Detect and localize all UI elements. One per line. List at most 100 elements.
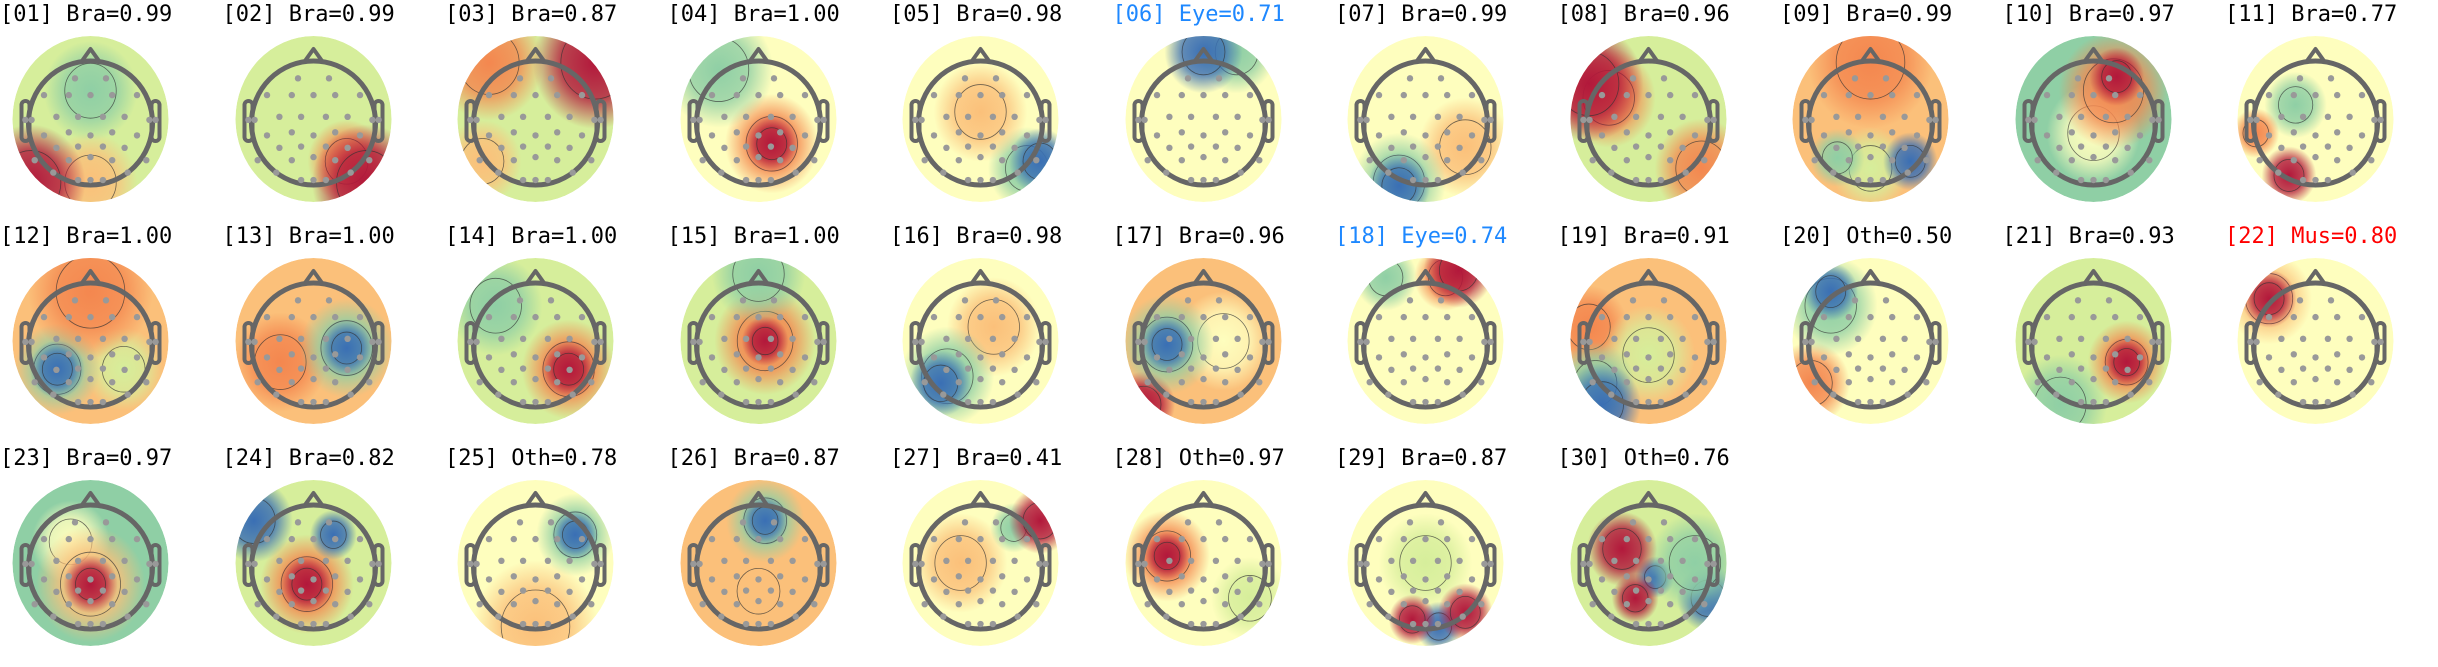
- electrode: [1854, 365, 1862, 372]
- electrode: [485, 576, 493, 583]
- electrode: [510, 573, 517, 580]
- electrode: [754, 176, 762, 184]
- electrode: [263, 91, 270, 99]
- electrode: [2111, 379, 2118, 386]
- field-blob: [1139, 315, 1194, 374]
- electrode: [733, 573, 740, 580]
- electrode: [322, 587, 329, 594]
- electrode: [1264, 116, 1272, 124]
- electrode: [699, 601, 706, 608]
- electrode: [943, 588, 950, 595]
- field-blob: [43, 40, 138, 141]
- electrode: [588, 601, 595, 608]
- electrode: [485, 354, 493, 361]
- electrode: [1134, 560, 1142, 568]
- electrode: [1400, 351, 1407, 358]
- electrode: [788, 113, 796, 121]
- electrode: [1134, 116, 1142, 124]
- electrode: [2296, 297, 2304, 304]
- electrode: [733, 379, 740, 386]
- electrode: [918, 116, 925, 124]
- contour-line: [469, 277, 522, 334]
- contour-line: [41, 352, 73, 386]
- electrode: [964, 113, 972, 121]
- electrode: [2327, 75, 2335, 82]
- field-blob: [1882, 132, 1938, 191]
- electrode: [1165, 144, 1173, 151]
- electrode: [1199, 620, 1207, 628]
- electrode: [1691, 91, 1698, 99]
- electrode: [2148, 116, 2156, 124]
- component-18: [18] Eye=0.74: [1335, 222, 1560, 444]
- electrode: [1644, 176, 1652, 184]
- electrode: [87, 535, 94, 543]
- electrode: [1215, 297, 1222, 304]
- electrode: [2089, 354, 2097, 361]
- electrode: [1221, 351, 1228, 358]
- electrode: [588, 379, 595, 386]
- contour-line: [1181, 36, 1225, 76]
- topomap: [457, 258, 614, 424]
- electrode: [146, 116, 153, 124]
- electrode: [1703, 338, 1711, 346]
- electrode: [708, 576, 715, 583]
- electrode: [767, 398, 774, 406]
- electrode: [467, 338, 474, 346]
- electrode: [2089, 91, 2097, 99]
- electrode: [1923, 157, 1930, 164]
- electrode: [87, 176, 94, 184]
- electrode: [2296, 75, 2304, 82]
- electrode: [309, 354, 317, 361]
- electrode: [65, 379, 72, 386]
- electrode: [1889, 157, 1896, 164]
- electrode: [1629, 297, 1636, 304]
- electrode: [566, 113, 573, 121]
- electrode: [1811, 157, 1818, 164]
- field-blob: [933, 62, 1028, 162]
- electrode: [1913, 132, 1921, 139]
- electrode: [152, 116, 159, 124]
- electrode: [544, 557, 552, 564]
- electrode: [331, 601, 338, 608]
- electrode: [689, 338, 697, 346]
- electrode: [1385, 391, 1392, 398]
- component-30: [30] Oth=0.76: [1558, 444, 1783, 666]
- electrode: [578, 91, 586, 99]
- electrode: [1375, 576, 1383, 583]
- component-title: [11] Bra=0.77: [2225, 2, 2398, 27]
- electrode: [989, 176, 997, 184]
- electrode: [1456, 557, 1463, 564]
- electrode: [322, 365, 329, 372]
- electrode: [532, 313, 539, 321]
- field-blob: [1570, 36, 1643, 142]
- electrode: [2030, 116, 2038, 124]
- electrode: [65, 601, 72, 608]
- electrode: [74, 620, 82, 628]
- electrode: [964, 587, 972, 594]
- electrode: [1409, 335, 1417, 342]
- electrode: [498, 588, 505, 595]
- electrode: [801, 354, 808, 361]
- contour-line: [290, 567, 322, 601]
- field-blob: [2102, 337, 2150, 388]
- electrode: [1212, 176, 1219, 184]
- electrode: [152, 560, 159, 568]
- contour-line: [731, 258, 785, 302]
- topomap: [1347, 258, 1504, 424]
- electrode: [516, 519, 524, 526]
- electrode: [1901, 144, 1908, 151]
- electrode: [754, 132, 762, 139]
- electrode: [1932, 116, 1939, 124]
- electrode: [591, 338, 598, 346]
- electrode: [1255, 379, 1262, 386]
- electrode: [720, 366, 728, 373]
- electrode: [1598, 91, 1605, 99]
- electrode: [1610, 557, 1618, 564]
- electrode: [1833, 113, 1840, 121]
- electrode: [544, 365, 552, 372]
- electrode: [309, 597, 317, 605]
- electrode: [1879, 143, 1887, 150]
- electrode: [309, 398, 317, 406]
- electrode: [31, 379, 38, 386]
- electrode: [2136, 354, 2143, 361]
